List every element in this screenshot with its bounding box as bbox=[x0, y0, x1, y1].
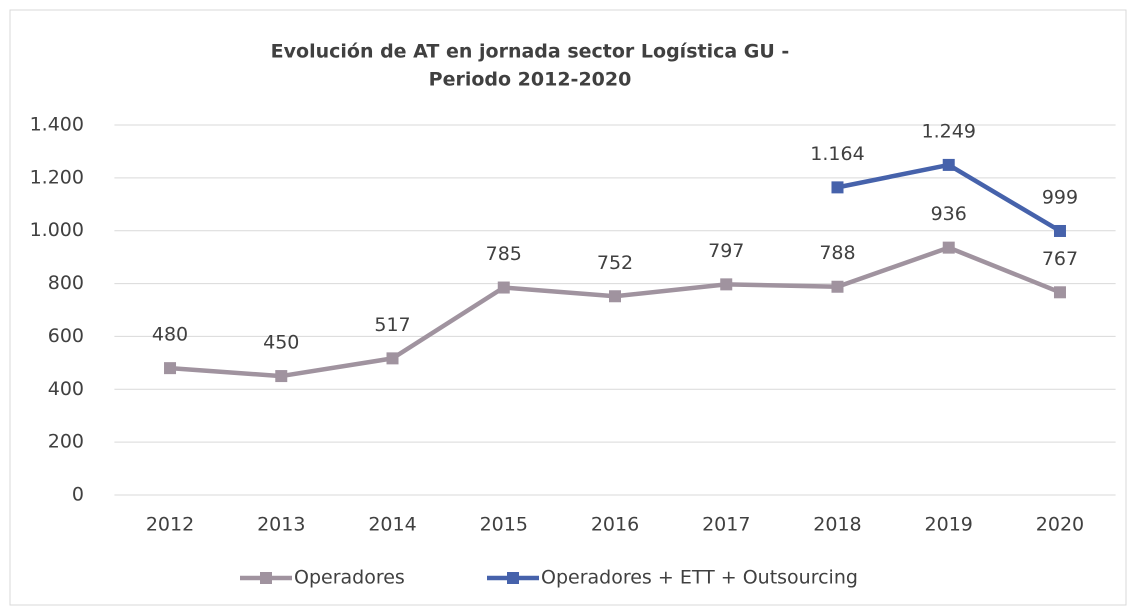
data-label: 785 bbox=[486, 243, 522, 265]
point-marker bbox=[1053, 286, 1066, 299]
x-tick-label: 2020 bbox=[1036, 514, 1084, 536]
x-tick-label: 2016 bbox=[591, 514, 639, 536]
legend-label: Operadores + ETT + Outsourcing bbox=[541, 567, 858, 589]
x-tick-label: 2012 bbox=[146, 514, 194, 536]
data-label: 517 bbox=[374, 314, 410, 336]
y-tick-label: 0 bbox=[72, 484, 84, 506]
point-marker bbox=[831, 280, 844, 293]
y-tick-label: 200 bbox=[48, 431, 84, 453]
point-marker bbox=[720, 278, 733, 291]
point-marker bbox=[497, 281, 510, 294]
data-label: 480 bbox=[152, 324, 188, 346]
point-marker bbox=[386, 352, 399, 365]
x-tick-label: 2017 bbox=[702, 514, 750, 536]
legend-marker bbox=[260, 572, 272, 584]
x-tick-label: 2018 bbox=[813, 514, 861, 536]
y-tick-label: 1.200 bbox=[30, 166, 84, 188]
x-tick-label: 2014 bbox=[368, 514, 416, 536]
legend-label: Operadores bbox=[294, 567, 405, 589]
point-marker bbox=[609, 290, 621, 303]
y-tick-label: 1.000 bbox=[30, 219, 84, 241]
point-marker bbox=[164, 362, 177, 375]
data-label: 1.164 bbox=[810, 143, 864, 165]
data-label: 797 bbox=[708, 240, 744, 262]
x-tick-label: 2015 bbox=[480, 514, 528, 536]
x-tick-label: 2013 bbox=[257, 514, 305, 536]
point-marker bbox=[831, 181, 844, 194]
data-label: 999 bbox=[1042, 186, 1078, 208]
data-label: 767 bbox=[1042, 248, 1078, 270]
y-tick-label: 1.400 bbox=[30, 114, 84, 136]
chart-title: Periodo 2012-2020 bbox=[429, 69, 632, 91]
data-label: 450 bbox=[263, 332, 299, 354]
point-marker bbox=[942, 158, 955, 171]
chart-border bbox=[9, 9, 1127, 606]
y-tick-label: 600 bbox=[48, 325, 84, 347]
point-marker bbox=[275, 370, 288, 383]
point-marker bbox=[942, 241, 955, 254]
data-label: 788 bbox=[819, 242, 855, 264]
y-tick-label: 800 bbox=[48, 272, 84, 294]
x-tick-label: 2019 bbox=[925, 514, 973, 536]
data-label: 752 bbox=[597, 252, 633, 274]
chart-title: Evolución de AT en jornada sector Logíst… bbox=[271, 41, 790, 63]
legend-marker bbox=[507, 572, 519, 584]
y-tick-label: 400 bbox=[48, 378, 84, 400]
data-label: 1.249 bbox=[922, 120, 976, 142]
data-label: 936 bbox=[931, 203, 967, 225]
point-marker bbox=[1053, 224, 1066, 237]
